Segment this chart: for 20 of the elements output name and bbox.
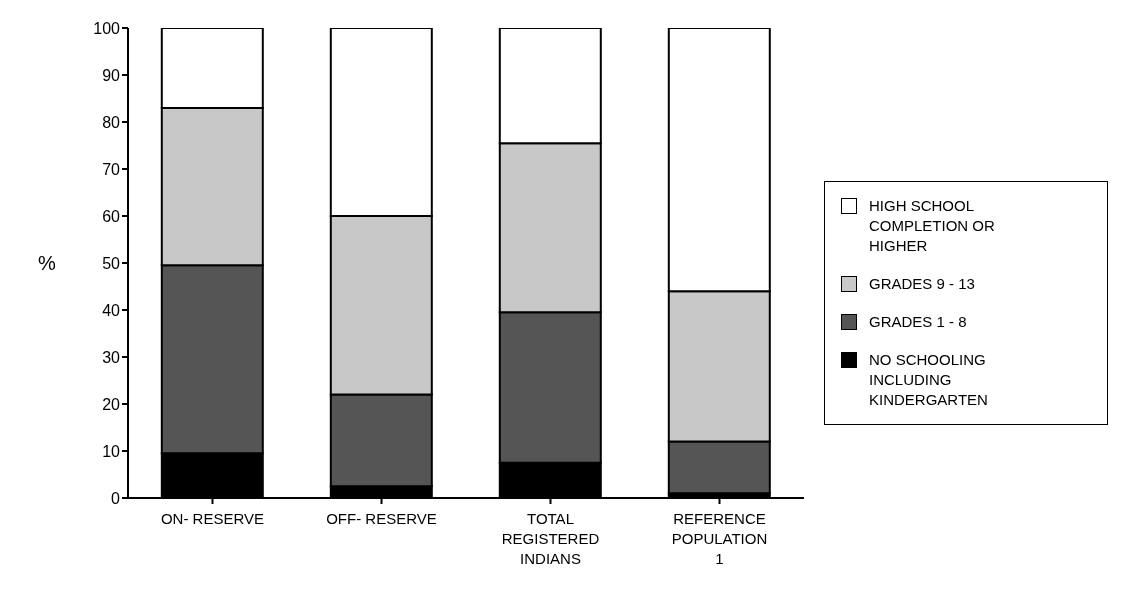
y-tick-label: 20 xyxy=(102,395,121,413)
legend-label: GRADES 9 - 13 xyxy=(869,274,976,294)
y-tick-label: 30 xyxy=(102,348,121,366)
y-tick-label: 0 xyxy=(111,489,121,507)
legend-label: HIGH SCHOOL COMPLETION OR HIGHER xyxy=(869,196,996,256)
y-axis-title: % xyxy=(38,252,56,275)
y-tick-label: 50 xyxy=(102,254,121,272)
legend-label: NO SCHOOLING INCLUDING KINDERGARTEN xyxy=(869,350,989,410)
x-tick-label: TOTAL REGISTERED INDIANS xyxy=(501,510,600,567)
y-tick-label: 60 xyxy=(102,207,121,225)
x-tick-label: REFERENCE POPULATION 1 xyxy=(671,510,768,567)
y-tick-label: 40 xyxy=(102,301,121,319)
x-tick-label: ON- RESERVE xyxy=(160,510,265,527)
legend-label: GRADES 1 - 8 xyxy=(869,312,968,332)
y-tick-label: 80 xyxy=(102,113,121,131)
y-tick-label: 90 xyxy=(102,66,121,84)
y-tick-label: 10 xyxy=(102,442,121,460)
x-tick-label: OFF- RESERVE xyxy=(326,510,437,527)
y-tick-label: 100 xyxy=(93,19,121,37)
y-tick-label: 70 xyxy=(102,160,121,178)
